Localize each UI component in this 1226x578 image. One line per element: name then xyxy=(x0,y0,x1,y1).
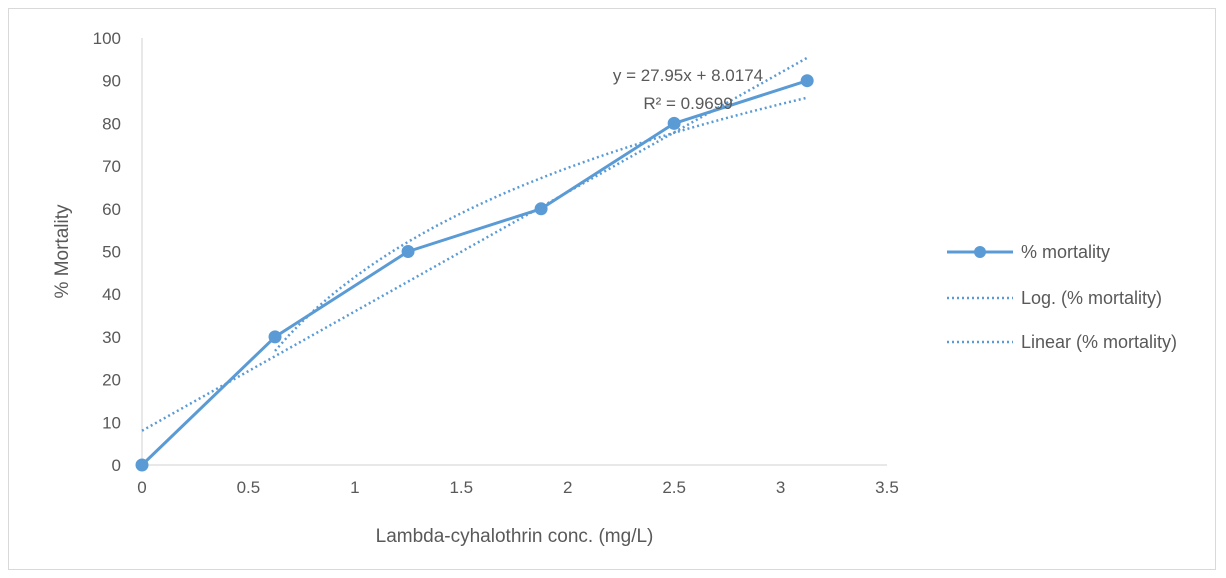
y-tick-label: 50 xyxy=(102,243,121,262)
legend-item-linear-trend: Linear (% mortality) xyxy=(947,332,1177,352)
legend-item-log-trend: Log. (% mortality) xyxy=(947,288,1162,308)
legend: % mortality Log. (% mortality) Linear (%… xyxy=(947,242,1177,352)
y-tick-label: 30 xyxy=(102,328,121,347)
data-point xyxy=(667,116,681,130)
data-point xyxy=(135,458,149,472)
legend-linear-trend-label: Linear (% mortality) xyxy=(1021,332,1177,352)
x-tick-label: 1.5 xyxy=(449,478,473,497)
linear-trendline xyxy=(141,56,808,432)
data-point xyxy=(401,245,415,258)
y-tick-label: 90 xyxy=(102,72,121,91)
axes-layer xyxy=(141,38,887,466)
trendline-equation: y = 27.95x + 8.0174 xyxy=(613,66,763,85)
x-tick-label: 3 xyxy=(776,478,785,497)
series-layer xyxy=(135,74,814,472)
legend-log-trend-label: Log. (% mortality) xyxy=(1021,288,1162,308)
y-axis-title: % Mortality xyxy=(52,204,73,298)
chart-area xyxy=(8,8,1216,570)
legend-series-label: % mortality xyxy=(1021,242,1110,262)
x-axis-title: Lambda-cyhalothrin conc. (mg/L) xyxy=(376,526,654,547)
x-tick-label: 2 xyxy=(563,478,572,497)
legend-item-series: % mortality xyxy=(947,242,1110,262)
y-tick-label: 100 xyxy=(93,29,121,48)
data-point xyxy=(800,74,814,88)
legend-series-marker xyxy=(974,246,986,258)
y-tick-label: 80 xyxy=(102,114,121,133)
data-point xyxy=(268,330,282,344)
y-tick-label: 60 xyxy=(102,200,121,219)
x-tick-label: 0 xyxy=(137,478,146,497)
y-tick-label: 0 xyxy=(112,456,121,475)
x-tick-label: 3.5 xyxy=(875,478,899,497)
y-tick-label: 40 xyxy=(102,285,121,304)
series-line xyxy=(140,79,808,467)
trendline-r-squared: R² = 0.9699 xyxy=(643,94,732,113)
x-tick-label: 2.5 xyxy=(662,478,686,497)
x-tick-label: 1 xyxy=(350,478,359,497)
tick-labels: 0 10 20 30 40 50 60 70 80 90 100 0 0.5 1 1.5 2 2.5 3 3.5 xyxy=(93,29,899,497)
x-tick-label: 0.5 xyxy=(237,478,261,497)
data-point xyxy=(534,202,548,216)
y-tick-label: 20 xyxy=(102,371,121,390)
y-tick-label: 10 xyxy=(102,413,121,432)
y-tick-label: 70 xyxy=(102,157,121,176)
log-trendline xyxy=(274,96,808,352)
trendlines xyxy=(141,56,808,432)
